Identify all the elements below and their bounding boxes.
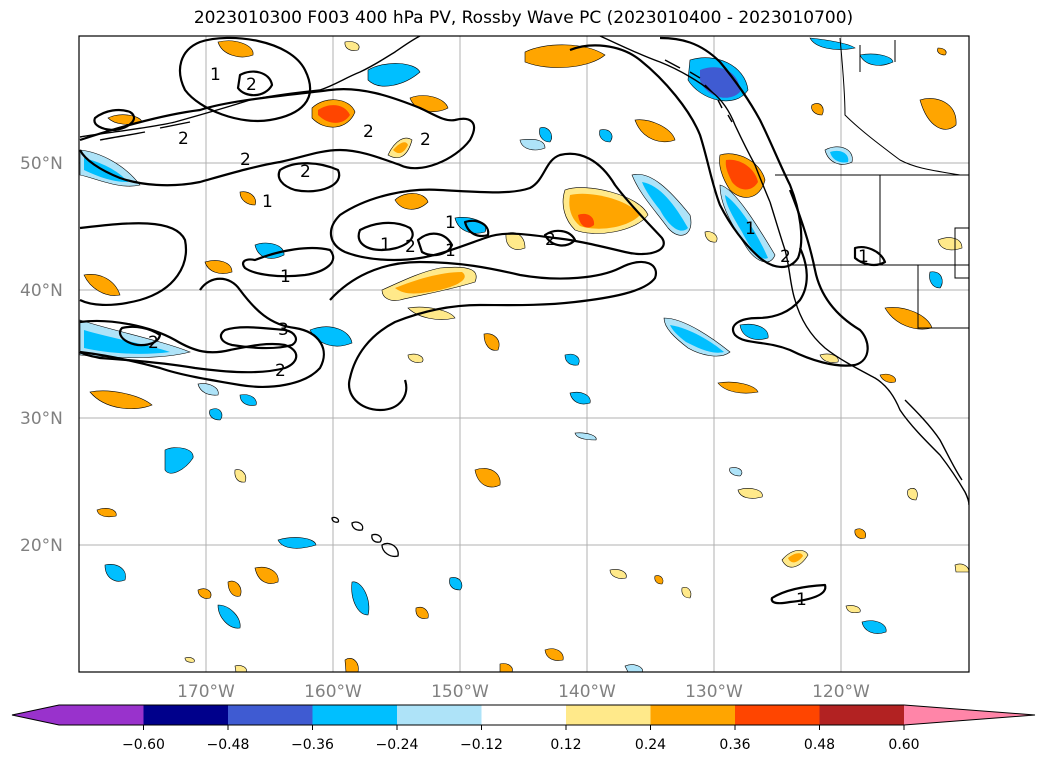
colorbar-tick-label: −0.24 bbox=[376, 737, 419, 753]
colorbar-tick-label: −0.12 bbox=[460, 737, 503, 753]
state-borders bbox=[775, 37, 969, 329]
colorbar-tick-label: 0.48 bbox=[804, 737, 835, 753]
lon-label-120w: 120°W bbox=[812, 682, 870, 702]
colorbar-segment bbox=[312, 705, 397, 725]
chart-title: 2023010300 F003 400 hPa PV, Rossby Wave … bbox=[193, 8, 854, 28]
colorbar-over-arrow bbox=[904, 705, 1035, 725]
colorbar-segment bbox=[650, 705, 735, 725]
colorbar-tick-label: 0.24 bbox=[635, 737, 666, 753]
colorbar-tick-label: 0.60 bbox=[888, 737, 919, 753]
contour-label-2: 2 bbox=[780, 247, 791, 267]
colorbar-segment bbox=[228, 705, 313, 725]
colorbar-segment bbox=[481, 705, 566, 725]
contour-label-3: 3 bbox=[278, 320, 289, 340]
latitude-labels: 50°N 40°N 30°N 20°N bbox=[20, 154, 63, 556]
contour-label-2: 2 bbox=[240, 150, 251, 170]
contour-label-1: 1 bbox=[745, 219, 756, 239]
positive-anomaly-patches bbox=[83, 40, 969, 672]
contour-label-2: 2 bbox=[275, 361, 286, 381]
colorbar-under-arrow bbox=[12, 705, 59, 725]
contour-label-1: 1 bbox=[380, 235, 391, 255]
contour-label-1: 1 bbox=[445, 241, 456, 261]
colorbar-tick-label: −0.48 bbox=[207, 737, 250, 753]
contour-label-1: 1 bbox=[858, 247, 869, 267]
contour-label-2: 2 bbox=[148, 333, 159, 353]
lon-label-130w: 130°W bbox=[685, 682, 743, 702]
colorbar-segment bbox=[735, 705, 820, 725]
lon-label-170w: 170°W bbox=[177, 682, 235, 702]
colorbar-segment bbox=[566, 705, 651, 725]
colorbar-segment bbox=[397, 705, 482, 725]
contour-label-2: 2 bbox=[420, 130, 431, 150]
contour-label-1: 1 bbox=[445, 213, 456, 233]
lon-label-160w: 160°W bbox=[304, 682, 362, 702]
contour-label-2: 2 bbox=[300, 162, 311, 182]
contour-label-1: 1 bbox=[210, 65, 221, 85]
lon-label-150w: 150°W bbox=[431, 682, 489, 702]
lat-label-50n: 50°N bbox=[20, 154, 63, 174]
map-panel bbox=[79, 36, 969, 672]
pv-contour-labels: 1 2 2 2 2 2 2 1 1 2 1 1 2 1 3 2 2 1 2 1 … bbox=[148, 65, 869, 610]
colorbar-tick-label: −0.36 bbox=[291, 737, 334, 753]
colorbar-tick-label: 0.36 bbox=[719, 737, 750, 753]
lat-label-40n: 40°N bbox=[20, 281, 63, 301]
contour-label-2: 2 bbox=[545, 230, 556, 250]
contour-label-2: 2 bbox=[363, 122, 374, 142]
colorbar-segment bbox=[143, 705, 228, 725]
lon-label-140w: 140°W bbox=[558, 682, 616, 702]
colorbar-segment bbox=[59, 705, 144, 725]
contour-label-1: 1 bbox=[796, 590, 807, 610]
colorbar-tick-label: 0.12 bbox=[550, 737, 581, 753]
lat-label-30n: 30°N bbox=[20, 409, 63, 429]
hawaii-islands bbox=[331, 516, 399, 558]
contour-label-2: 2 bbox=[405, 237, 416, 257]
colorbar: −0.60 −0.48 −0.36 −0.24 −0.12 0.12 0.24 … bbox=[11, 704, 1036, 753]
map-frame bbox=[78, 35, 970, 673]
colorbar-segment bbox=[819, 705, 904, 725]
contour-label-1: 1 bbox=[262, 192, 273, 212]
coastlines bbox=[79, 36, 969, 506]
longitude-labels: 170°W 160°W 150°W 140°W 130°W 120°W bbox=[177, 682, 870, 702]
contour-label-2: 2 bbox=[178, 129, 189, 149]
contour-label-2: 2 bbox=[246, 75, 257, 95]
lat-label-20n: 20°N bbox=[20, 536, 63, 556]
contour-label-1: 1 bbox=[280, 267, 291, 287]
colorbar-tick-label: −0.60 bbox=[122, 737, 165, 753]
